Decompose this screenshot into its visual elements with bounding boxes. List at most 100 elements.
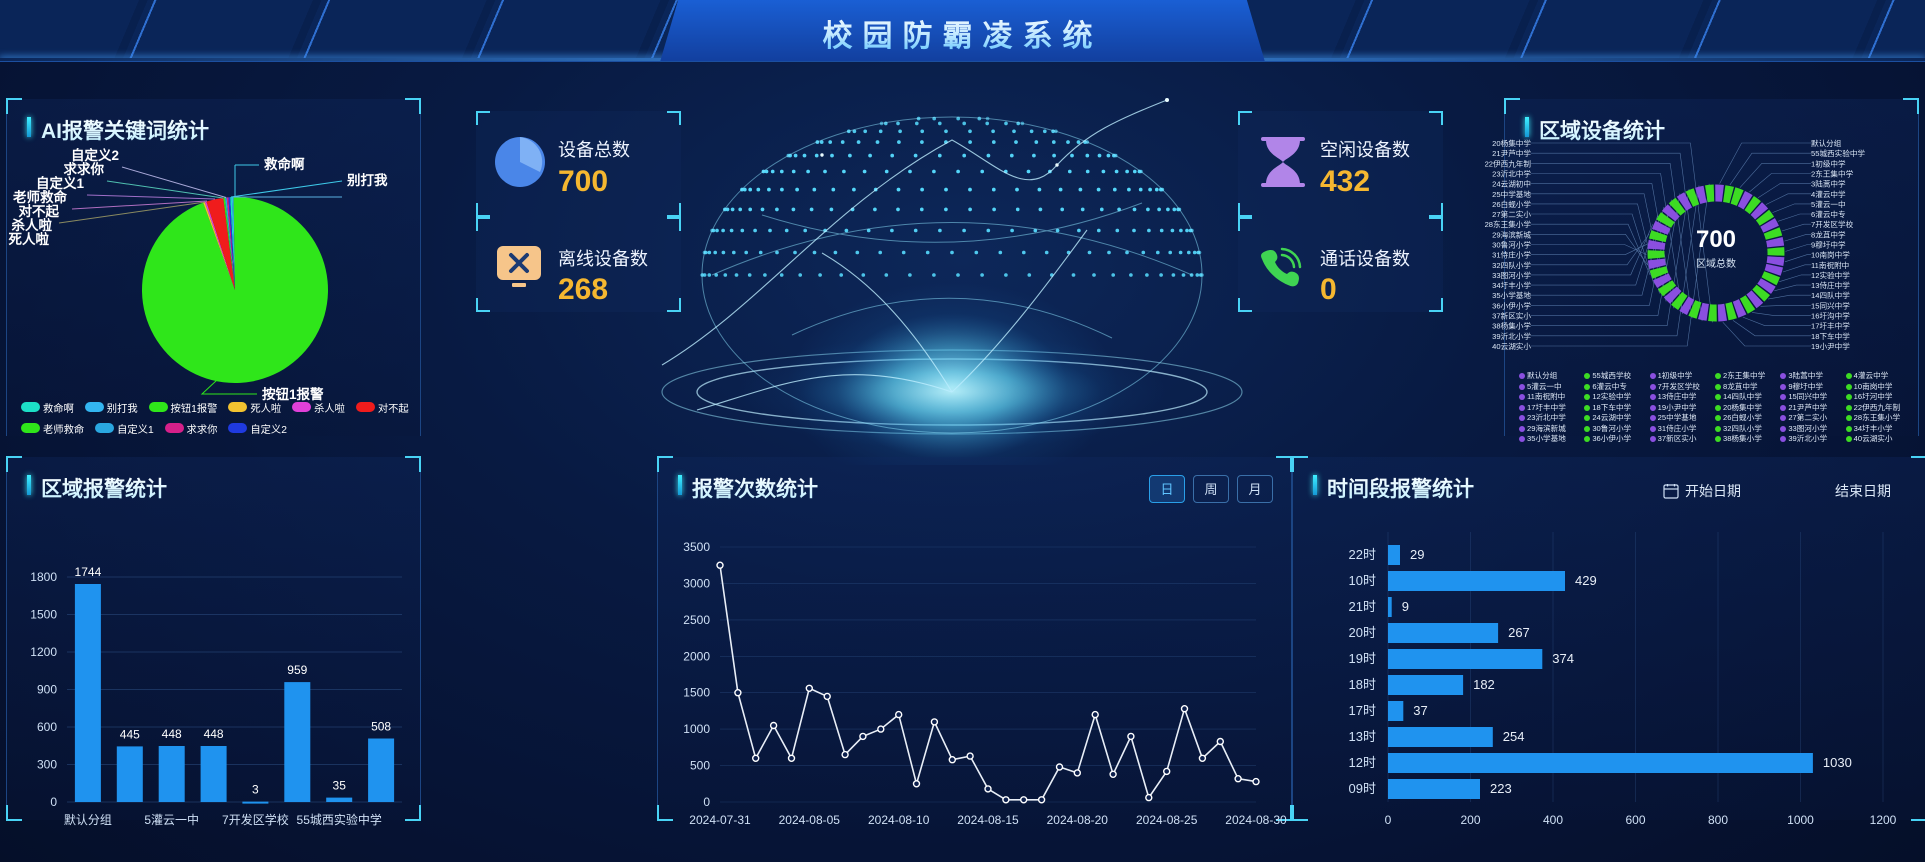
- svg-text:38杨集小学: 38杨集小学: [1492, 321, 1531, 331]
- svg-text:2500: 2500: [683, 613, 710, 627]
- svg-text:7开发区学校: 7开发区学校: [1811, 219, 1854, 229]
- svg-text:自定义1: 自定义1: [36, 175, 84, 191]
- svg-text:3: 3: [252, 783, 259, 797]
- svg-text:448: 448: [162, 727, 182, 741]
- svg-text:4灌云中学: 4灌云中学: [1811, 189, 1846, 199]
- svg-text:800: 800: [1708, 813, 1728, 827]
- svg-text:28东王集小学: 28东王集小学: [1485, 219, 1532, 229]
- svg-text:429: 429: [1575, 573, 1597, 588]
- svg-text:10时: 10时: [1349, 573, 1376, 588]
- svg-text:22伊西九年制: 22伊西九年制: [1485, 158, 1532, 168]
- svg-text:27第二实小: 27第二实小: [1492, 209, 1531, 219]
- svg-text:5灌云一中: 5灌云一中: [144, 812, 199, 827]
- svg-text:15同兴中学: 15同兴中学: [1811, 300, 1850, 310]
- svg-text:1200: 1200: [1870, 813, 1897, 827]
- svg-text:6灌云中专: 6灌云中专: [1811, 209, 1846, 219]
- svg-text:448: 448: [204, 727, 224, 741]
- svg-text:300: 300: [37, 758, 57, 772]
- svg-text:13时: 13时: [1349, 729, 1376, 744]
- svg-text:39沂北小学: 39沂北小学: [1492, 331, 1531, 341]
- svg-text:14四队中学: 14四队中学: [1811, 290, 1850, 300]
- svg-text:10南岗中学: 10南岗中学: [1811, 250, 1850, 260]
- svg-text:区域总数: 区域总数: [1696, 257, 1736, 270]
- svg-text:1744: 1744: [75, 565, 102, 579]
- svg-text:2024-08-05: 2024-08-05: [779, 813, 841, 827]
- svg-text:23沂北中学: 23沂北中学: [1492, 169, 1531, 179]
- svg-text:2024-08-10: 2024-08-10: [868, 813, 930, 827]
- svg-text:200: 200: [1460, 813, 1480, 827]
- svg-text:12时: 12时: [1349, 755, 1376, 770]
- svg-text:1000: 1000: [1787, 813, 1814, 827]
- svg-text:7开发区学校: 7开发区学校: [222, 812, 289, 827]
- svg-text:508: 508: [371, 720, 391, 734]
- svg-text:29海滨新城: 29海滨新城: [1492, 229, 1531, 239]
- svg-text:1000: 1000: [683, 722, 710, 736]
- svg-text:8龙苴中学: 8龙苴中学: [1811, 229, 1846, 239]
- svg-text:500: 500: [690, 759, 710, 773]
- svg-text:21时: 21时: [1349, 599, 1376, 614]
- svg-text:9: 9: [1402, 599, 1409, 614]
- svg-text:16圩沟中学: 16圩沟中学: [1811, 311, 1850, 321]
- svg-text:自定义2: 自定义2: [71, 147, 119, 163]
- svg-text:374: 374: [1552, 651, 1574, 666]
- svg-text:默认分组: 默认分组: [1811, 138, 1842, 148]
- svg-text:别打我: 别打我: [346, 172, 388, 188]
- svg-text:老师救命: 老师救命: [13, 189, 67, 205]
- svg-text:37新区实小: 37新区实小: [1492, 311, 1531, 321]
- svg-text:182: 182: [1473, 677, 1495, 692]
- svg-text:34圩丰小学: 34圩丰小学: [1492, 280, 1531, 290]
- svg-text:0: 0: [50, 795, 57, 809]
- svg-text:19小尹中学: 19小尹中学: [1811, 341, 1850, 351]
- svg-text:17圩丰中学: 17圩丰中学: [1811, 321, 1850, 331]
- svg-text:0: 0: [703, 795, 710, 809]
- svg-text:1500: 1500: [30, 608, 57, 622]
- svg-text:31侍庄小学: 31侍庄小学: [1492, 250, 1531, 260]
- svg-text:2024-08-15: 2024-08-15: [957, 813, 1019, 827]
- svg-text:32四队小学: 32四队小学: [1492, 260, 1531, 270]
- svg-text:1800: 1800: [30, 570, 57, 584]
- svg-text:求求你: 求求你: [64, 161, 105, 177]
- svg-text:30鲁河小学: 30鲁河小学: [1492, 240, 1531, 250]
- svg-text:1初级中学: 1初级中学: [1811, 158, 1846, 168]
- svg-text:254: 254: [1503, 729, 1525, 744]
- svg-text:3500: 3500: [683, 540, 710, 554]
- svg-text:1500: 1500: [683, 686, 710, 700]
- svg-text:24云湖初中: 24云湖初中: [1492, 179, 1531, 189]
- svg-text:2024-08-25: 2024-08-25: [1136, 813, 1198, 827]
- svg-text:5灌云一中: 5灌云一中: [1811, 199, 1846, 209]
- svg-text:35: 35: [333, 779, 347, 793]
- svg-text:09时: 09时: [1349, 781, 1376, 796]
- svg-text:445: 445: [120, 727, 140, 741]
- svg-text:3000: 3000: [683, 576, 710, 590]
- svg-text:2024-07-31: 2024-07-31: [689, 813, 751, 827]
- svg-text:36小伊小学: 36小伊小学: [1492, 300, 1531, 310]
- svg-text:55城西实验中学: 55城西实验中学: [1811, 148, 1865, 158]
- svg-text:9穆圩中学: 9穆圩中学: [1811, 240, 1846, 250]
- svg-text:600: 600: [1625, 813, 1645, 827]
- svg-text:11南祝附中: 11南祝附中: [1811, 260, 1849, 270]
- svg-text:223: 223: [1490, 781, 1512, 796]
- svg-text:18下车中学: 18下车中学: [1811, 331, 1850, 341]
- svg-text:3陆蒿中学: 3陆蒿中学: [1811, 179, 1846, 189]
- svg-text:1200: 1200: [30, 645, 57, 659]
- svg-text:35小学基地: 35小学基地: [1492, 290, 1531, 300]
- svg-text:959: 959: [287, 663, 307, 677]
- svg-text:20杨集中学: 20杨集中学: [1492, 138, 1531, 148]
- svg-text:默认分组: 默认分组: [64, 812, 112, 827]
- svg-text:600: 600: [37, 720, 57, 734]
- svg-text:40云湖实小: 40云湖实小: [1492, 341, 1531, 351]
- svg-text:400: 400: [1543, 813, 1563, 827]
- svg-text:22时: 22时: [1349, 547, 1376, 562]
- svg-text:21尹芦中学: 21尹芦中学: [1492, 148, 1531, 158]
- svg-text:杀人啦: 杀人啦: [12, 217, 53, 233]
- svg-text:900: 900: [37, 683, 57, 697]
- svg-text:13侍庄中学: 13侍庄中学: [1811, 280, 1850, 290]
- svg-text:救命啊: 救命啊: [264, 156, 305, 172]
- svg-text:2东王集中学: 2东王集中学: [1811, 169, 1854, 179]
- svg-text:26白蚬小学: 26白蚬小学: [1492, 199, 1531, 209]
- svg-text:17时: 17时: [1349, 703, 1376, 718]
- svg-text:25中学基地: 25中学基地: [1492, 189, 1531, 199]
- svg-text:267: 267: [1508, 625, 1530, 640]
- svg-text:19时: 19时: [1349, 651, 1376, 666]
- svg-text:2024-08-20: 2024-08-20: [1047, 813, 1109, 827]
